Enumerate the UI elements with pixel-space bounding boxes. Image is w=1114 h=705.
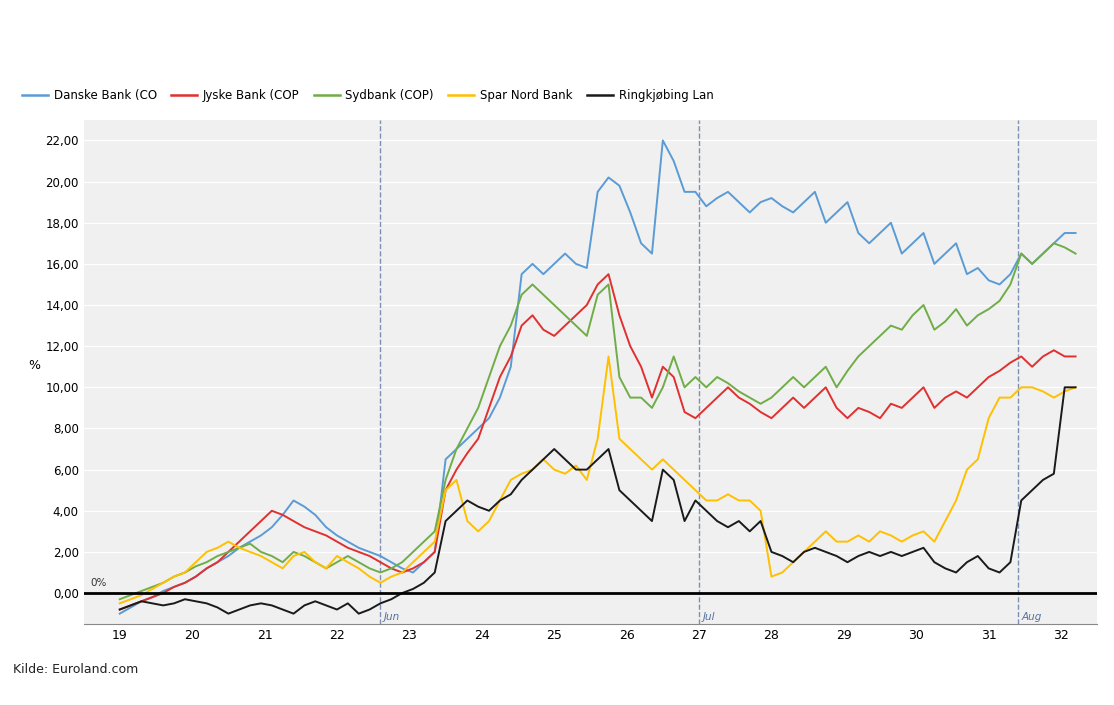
Text: Kilde: Euroland.com: Kilde: Euroland.com [13, 663, 138, 676]
Text: Jul: Jul [703, 612, 715, 622]
Y-axis label: %: % [28, 359, 40, 372]
Text: 0%: 0% [90, 578, 107, 588]
Text: Aug: Aug [1022, 612, 1042, 622]
Legend: Danske Bank (CO, Jyske Bank (COP, Sydbank (COP), Spar Nord Bank, Ringkjøbing Lan: Danske Bank (CO, Jyske Bank (COP, Sydban… [17, 85, 719, 107]
Text: EN DEJLIG SOMMER FOR BANKAKTIER: EN DEJLIG SOMMER FOR BANKAKTIER [13, 23, 657, 51]
Text: Jun: Jun [384, 612, 400, 622]
